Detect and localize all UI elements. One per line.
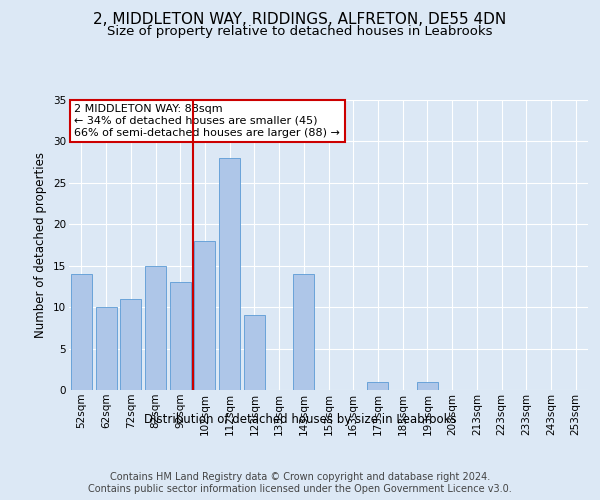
Text: Distribution of detached houses by size in Leabrooks: Distribution of detached houses by size …	[143, 412, 457, 426]
Bar	[417, 382, 438, 390]
Bar	[170, 282, 191, 390]
Bar	[244, 316, 265, 390]
Text: Size of property relative to detached houses in Leabrooks: Size of property relative to detached ho…	[107, 25, 493, 38]
Text: 2 MIDDLETON WAY: 88sqm
← 34% of detached houses are smaller (45)
66% of semi-det: 2 MIDDLETON WAY: 88sqm ← 34% of detached…	[74, 104, 340, 138]
Bar	[120, 299, 141, 390]
Bar	[219, 158, 240, 390]
Bar	[293, 274, 314, 390]
Bar	[367, 382, 388, 390]
Bar	[145, 266, 166, 390]
Text: Contains HM Land Registry data © Crown copyright and database right 2024.
Contai: Contains HM Land Registry data © Crown c…	[88, 472, 512, 494]
Text: 2, MIDDLETON WAY, RIDDINGS, ALFRETON, DE55 4DN: 2, MIDDLETON WAY, RIDDINGS, ALFRETON, DE…	[94, 12, 506, 28]
Bar	[194, 241, 215, 390]
Bar	[71, 274, 92, 390]
Bar	[95, 307, 116, 390]
Y-axis label: Number of detached properties: Number of detached properties	[34, 152, 47, 338]
